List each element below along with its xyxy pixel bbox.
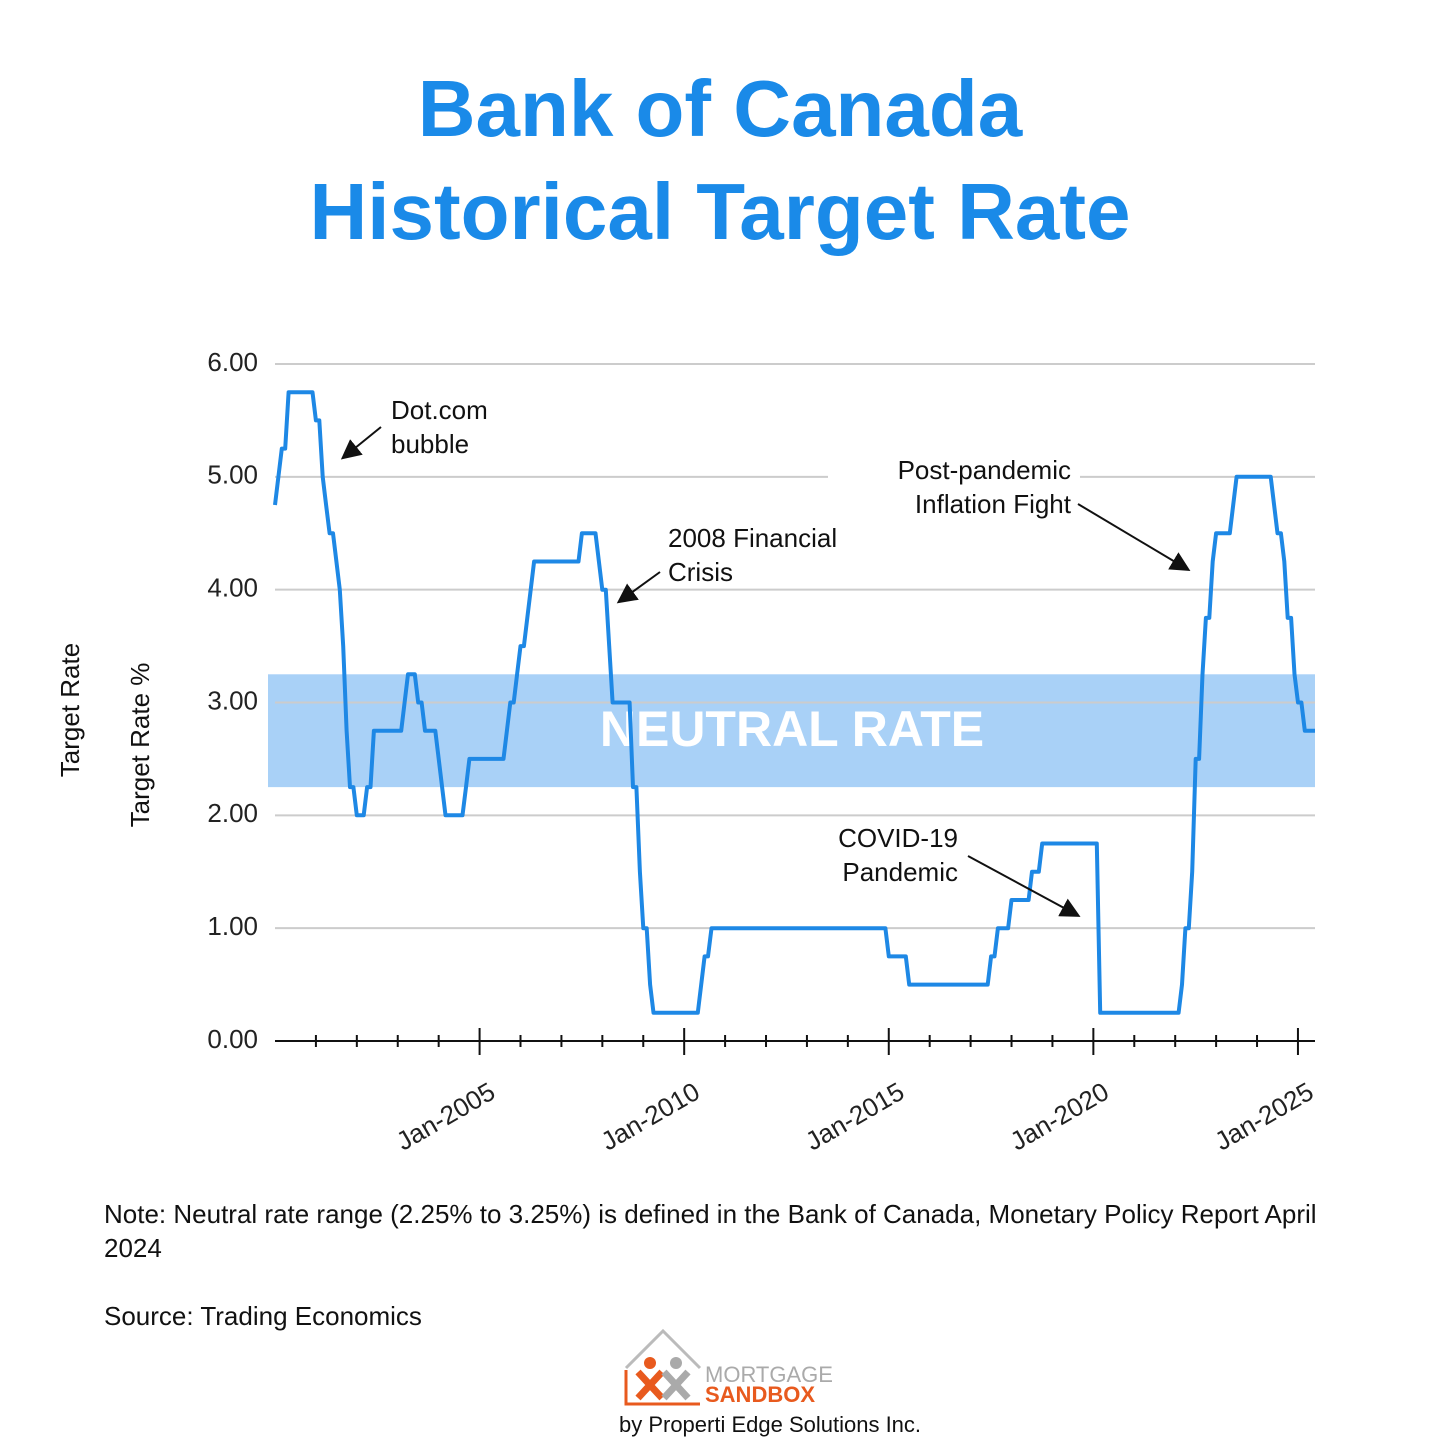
- annotation: 2008 Financial: [668, 523, 837, 553]
- arrow: [616, 571, 661, 604]
- neutral-band: [268, 674, 1315, 788]
- annotation: Inflation Fight: [915, 489, 1072, 519]
- x-tick-label: Jan-2015: [800, 1076, 909, 1156]
- logo-text: SANDBOX: [705, 1382, 815, 1407]
- y-tick-label: 1.00: [207, 911, 258, 941]
- arrow: [1077, 503, 1191, 572]
- annotation: Dot.com: [391, 395, 488, 425]
- note: Note: Neutral rate range (2.25% to 3.25%…: [104, 1199, 1317, 1263]
- y-axis-title: Target Rate %: [125, 663, 155, 828]
- logo-frame: [624, 1370, 700, 1406]
- x-tick-label: Jan-2025: [1209, 1076, 1318, 1156]
- logo-roof: [624, 1328, 702, 1370]
- y-tick-label: 6.00: [207, 347, 258, 377]
- plot-area: 0.00 1.00 2.00 3.00 4.00 5.00 6.00 NEUTRAL RATE…: [207, 347, 1318, 1156]
- band-label: NEUTRAL RATE: [600, 701, 984, 757]
- annotation: bubble: [391, 429, 469, 459]
- arrow: [967, 855, 1081, 917]
- rate-line: [273, 390, 1315, 1015]
- annotation-bg: [828, 455, 1080, 523]
- annotation: Pandemic: [842, 857, 958, 887]
- arrow: [340, 426, 382, 460]
- chart-title: Historical Target Rate: [310, 167, 1131, 256]
- logo: MORTGAGE SANDBOX by Properti Edge Soluti…: [619, 1328, 921, 1437]
- source: Source: Trading Economics: [104, 1301, 422, 1331]
- logo-figure: [635, 1369, 665, 1401]
- annotation: Crisis: [668, 557, 733, 587]
- x-tick-label: Jan-2005: [391, 1076, 500, 1156]
- y-tick-label: 4.00: [207, 573, 258, 603]
- logo-figure: [644, 1357, 656, 1369]
- logo-figure: [670, 1357, 682, 1369]
- y-tick-label: 3.00: [207, 685, 258, 715]
- annotation: COVID-19: [838, 823, 958, 853]
- y-tick-label: 0.00: [207, 1024, 258, 1054]
- logo-figure: [661, 1369, 691, 1401]
- y-tick-label: 5.00: [207, 460, 258, 490]
- annotations: Dot.com bubble 2008 Financial Crisis Pos…: [340, 395, 1191, 917]
- byline: by Properti Edge Solutions Inc.: [619, 1412, 921, 1437]
- y-tick-label: 2.00: [207, 798, 258, 828]
- chart-title: Bank of Canada: [418, 64, 1023, 153]
- x-tick-label: Jan-2020: [1005, 1076, 1114, 1156]
- axis-title: Target Rate: [55, 643, 85, 777]
- x-tick-label: Jan-2010: [596, 1076, 705, 1156]
- logo-text: MORTGAGE: [705, 1362, 833, 1387]
- annotation: Post-pandemic: [898, 455, 1071, 485]
